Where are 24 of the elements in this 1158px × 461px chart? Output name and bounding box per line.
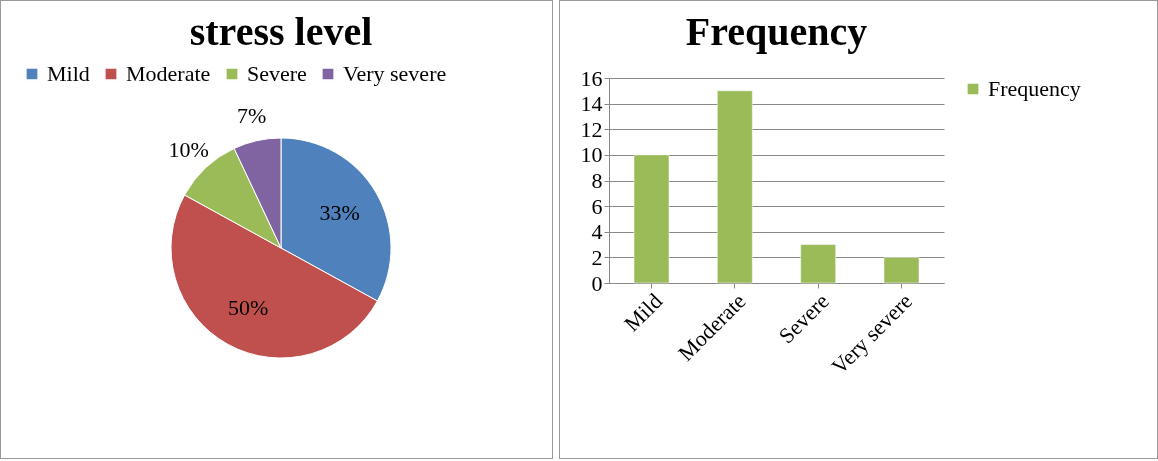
y-tick-label: 10 [580, 142, 603, 168]
legend-label: Severe [247, 61, 307, 86]
data-label: 10% [168, 136, 209, 162]
y-tick-label: 14 [580, 91, 603, 117]
y-tick-label: 12 [580, 116, 603, 142]
y-tick-label: 16 [580, 65, 603, 91]
data-label: 50% [227, 294, 269, 320]
y-tick-label: 4 [591, 219, 603, 245]
data-label: 33% [319, 200, 360, 226]
y-tick-label: 6 [591, 193, 603, 219]
bar [800, 244, 836, 284]
y-tick-label: 2 [591, 244, 603, 270]
y-tick-label: 8 [591, 168, 603, 193]
legend-label: Mild [47, 61, 90, 86]
chart-title: Frequency [685, 9, 868, 54]
bar [883, 257, 920, 284]
legend-label: Moderate [126, 61, 211, 86]
data-label: 7% [236, 103, 267, 129]
chart-title: stress level [189, 9, 373, 54]
legend-label: Frequency [988, 76, 1081, 101]
y-tick-label: 0 [591, 270, 603, 296]
bar [717, 90, 753, 284]
legend-label: Very severe [343, 61, 447, 86]
bar [633, 154, 670, 284]
